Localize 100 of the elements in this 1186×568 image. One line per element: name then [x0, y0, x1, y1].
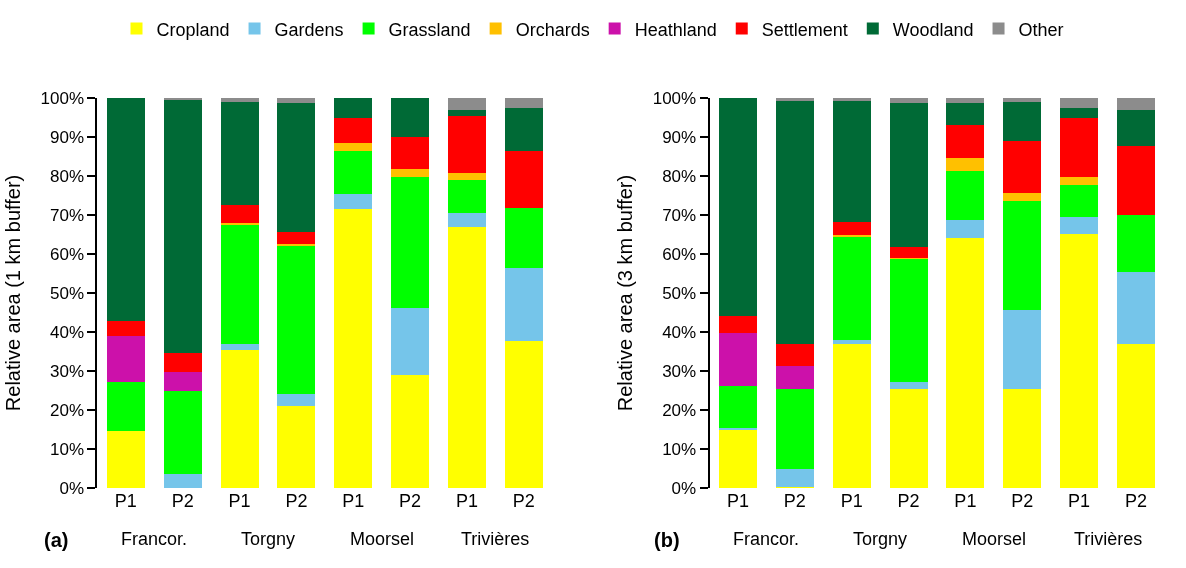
y-tick-label: 20%	[662, 400, 697, 420]
bar	[334, 142, 373, 151]
text: Trivières	[461, 529, 530, 549]
bar	[775, 388, 814, 469]
legend-label: Woodland	[892, 19, 974, 40]
text: Moorsel	[962, 529, 1027, 549]
bar	[220, 343, 259, 350]
bar	[1060, 108, 1099, 118]
y-axis-title: Relative area (3 km buffer)	[613, 174, 636, 412]
bar	[277, 406, 316, 488]
y-tick-label: 10%	[662, 439, 697, 459]
bar	[106, 335, 145, 382]
x-tick-label: P2	[897, 491, 920, 511]
x-tick-label: P1	[840, 491, 863, 511]
bar	[1060, 117, 1099, 178]
bar	[946, 102, 985, 125]
x-tick-label: P1	[342, 491, 365, 511]
bar	[1003, 200, 1042, 310]
x-tick-label: P2	[783, 491, 806, 511]
bar	[718, 316, 758, 333]
legend-label: Heathland	[634, 19, 717, 40]
text: Moorsel	[350, 529, 415, 549]
x-tick-label: P2	[512, 491, 535, 511]
bar	[391, 308, 430, 376]
bar	[832, 100, 871, 223]
bar	[391, 137, 430, 169]
y-tick-label: 70%	[50, 205, 85, 225]
text: Francor.	[121, 529, 188, 549]
bar	[391, 98, 430, 137]
text: (a)	[44, 529, 69, 551]
bar	[220, 224, 259, 344]
y-tick-label: 0%	[59, 478, 85, 498]
bar	[163, 390, 202, 474]
bar	[504, 340, 543, 488]
x-tick-label: P2	[285, 491, 308, 511]
bar	[889, 102, 928, 247]
bar	[1060, 177, 1099, 186]
bar	[447, 173, 486, 180]
text: Francor.	[733, 529, 800, 549]
bar	[334, 117, 373, 143]
bar	[1060, 98, 1099, 109]
y-tick-label: 80%	[662, 166, 697, 186]
bar	[163, 99, 202, 353]
bar	[106, 381, 145, 432]
y-tick-label: 30%	[50, 361, 85, 381]
bar	[1003, 192, 1042, 201]
x-tick-label: P1	[114, 491, 137, 511]
x-tick-label: P1	[1068, 491, 1091, 511]
bar	[334, 98, 373, 118]
bar	[775, 98, 814, 101]
x-tick-label: P2	[1124, 491, 1147, 511]
x-tick-label: P2	[399, 491, 422, 511]
text: Trivières	[1074, 529, 1143, 549]
legend-label: Settlement	[761, 19, 848, 40]
bar	[277, 245, 316, 394]
bar	[946, 158, 985, 171]
bar	[106, 431, 145, 488]
bar	[391, 168, 430, 177]
bar	[946, 238, 985, 488]
bar	[946, 170, 985, 220]
bar	[832, 98, 871, 101]
bar	[163, 372, 202, 391]
y-tick-label: 50%	[50, 283, 85, 303]
bar	[1003, 101, 1042, 141]
bar	[1003, 98, 1042, 102]
bar	[334, 150, 373, 194]
bar	[277, 102, 316, 232]
y-tick-label: 100%	[40, 88, 85, 108]
legend-label: Gardens	[274, 19, 344, 40]
bar	[889, 381, 928, 390]
bar	[504, 150, 543, 208]
bar	[889, 389, 928, 488]
bar	[1003, 309, 1042, 389]
bar	[832, 340, 871, 345]
x-tick-label: P2	[1011, 491, 1034, 511]
bar	[277, 393, 316, 407]
y-tick-label: 40%	[50, 322, 85, 342]
y-tick-label: 30%	[662, 361, 697, 381]
bar	[889, 246, 928, 258]
x-tick-label: P1	[228, 491, 251, 511]
bar	[504, 207, 543, 269]
bar	[391, 375, 430, 488]
bar	[447, 98, 486, 111]
y-tick-label: 60%	[50, 244, 85, 264]
bar	[447, 213, 486, 228]
bar	[447, 179, 486, 214]
bar	[277, 231, 316, 245]
legend-label: Orchards	[515, 19, 590, 40]
bar	[718, 429, 758, 488]
bar	[889, 258, 928, 382]
bar	[220, 222, 259, 225]
bar	[504, 107, 543, 151]
y-tick-label: 20%	[50, 400, 85, 420]
legend-label: Grassland	[388, 19, 471, 40]
bar	[220, 98, 259, 102]
bar	[334, 193, 373, 210]
bar	[220, 101, 259, 206]
y-tick-label: 90%	[662, 127, 697, 147]
y-tick-label: 50%	[662, 283, 697, 303]
bar	[504, 268, 543, 341]
